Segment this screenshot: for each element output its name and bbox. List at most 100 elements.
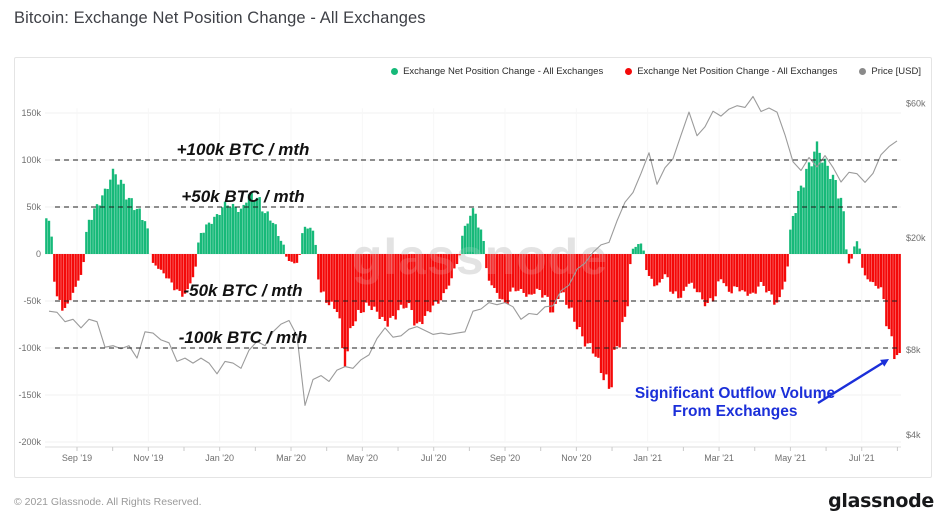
bar — [69, 254, 72, 301]
bar — [197, 242, 200, 254]
bar — [586, 254, 589, 344]
bar — [391, 254, 395, 316]
bar — [839, 197, 843, 254]
legend-item-net-position-outflow[interactable]: Exchange Net Position Change - All Excha… — [625, 66, 837, 77]
bar — [527, 254, 531, 295]
bar — [186, 254, 189, 290]
bar — [157, 254, 160, 269]
bar — [239, 208, 243, 254]
legend-item-net-position-inflow[interactable]: Exchange Net Position Change - All Excha… — [391, 66, 603, 77]
bar — [487, 254, 491, 281]
bar — [687, 254, 691, 284]
bar — [133, 210, 136, 254]
bar — [501, 254, 504, 300]
bar — [703, 254, 707, 307]
bar — [327, 254, 331, 306]
bar — [519, 254, 523, 289]
bar — [677, 254, 680, 299]
bar — [650, 254, 653, 279]
bar — [634, 246, 637, 254]
legend-label: Price [USD] — [871, 65, 921, 77]
bar — [757, 254, 760, 287]
bar — [874, 254, 877, 286]
price-line — [48, 95, 898, 406]
bar — [431, 254, 435, 306]
bar — [325, 254, 328, 303]
legend-dot-gray-icon — [859, 67, 867, 75]
x-tick-label: May '20 — [347, 453, 378, 463]
bar — [893, 254, 896, 360]
bar — [343, 254, 347, 367]
bar — [655, 254, 659, 286]
legend-item-price-usd[interactable]: Price [USD] — [859, 66, 921, 77]
bar — [471, 208, 475, 254]
y-right-tick: $8k — [906, 345, 921, 355]
bar — [807, 162, 811, 254]
bar — [349, 254, 352, 329]
bar — [282, 244, 285, 254]
bar — [389, 254, 392, 318]
bar — [869, 254, 872, 282]
bar — [330, 254, 333, 302]
bar — [341, 254, 344, 349]
bar — [775, 254, 779, 303]
bar — [743, 254, 747, 292]
footer-copyright: © 2021 Glassnode. All Rights Reserved. — [14, 496, 202, 508]
bar — [695, 254, 699, 293]
y-right-tick: $4k — [906, 430, 921, 440]
bar — [375, 254, 379, 312]
y-right-tick: $60k — [906, 98, 926, 108]
bar — [495, 254, 499, 293]
bar — [626, 254, 629, 307]
bar — [146, 228, 149, 254]
bar — [138, 208, 141, 254]
bar — [410, 254, 413, 311]
bar — [559, 254, 563, 293]
bar — [477, 227, 480, 254]
bar — [245, 202, 248, 254]
bar — [727, 254, 731, 292]
bar — [173, 254, 176, 291]
bar — [130, 198, 133, 254]
legend-dot-red-icon — [625, 67, 633, 75]
bar — [426, 254, 429, 312]
bar — [357, 254, 360, 310]
bar — [730, 254, 733, 294]
bar — [175, 254, 179, 290]
bar — [647, 254, 651, 276]
bar — [506, 254, 509, 304]
watermark-overlay-text: glassnode — [352, 229, 608, 285]
bar — [258, 197, 261, 254]
bar — [613, 254, 616, 350]
bar — [711, 254, 715, 302]
bar — [413, 254, 416, 326]
bar — [583, 254, 587, 347]
bar — [221, 207, 224, 254]
bar — [47, 220, 51, 254]
bar — [639, 243, 643, 254]
bar — [493, 254, 496, 288]
bar — [279, 240, 283, 254]
bar — [378, 254, 381, 319]
legend-label: Exchange Net Position Change - All Excha… — [637, 65, 838, 77]
bar — [813, 151, 816, 254]
reference-label-100: +100k BTC / mth — [177, 140, 310, 159]
bar — [735, 254, 739, 288]
chart-plot-area[interactable]: glassnode glassnode +100k BTC / mth +50k BT… — [15, 82, 931, 477]
x-tick-label: Sep '19 — [62, 453, 92, 463]
bar — [122, 183, 125, 254]
bar — [213, 216, 216, 254]
bar — [549, 254, 552, 313]
bar — [565, 254, 568, 305]
bar — [541, 254, 544, 298]
bar — [685, 254, 688, 287]
bar — [719, 254, 723, 280]
bar — [690, 254, 693, 283]
bar — [207, 222, 211, 254]
bar — [746, 254, 749, 296]
bar — [437, 254, 440, 304]
bar — [485, 254, 488, 269]
bar — [621, 254, 624, 323]
bar — [215, 214, 219, 254]
